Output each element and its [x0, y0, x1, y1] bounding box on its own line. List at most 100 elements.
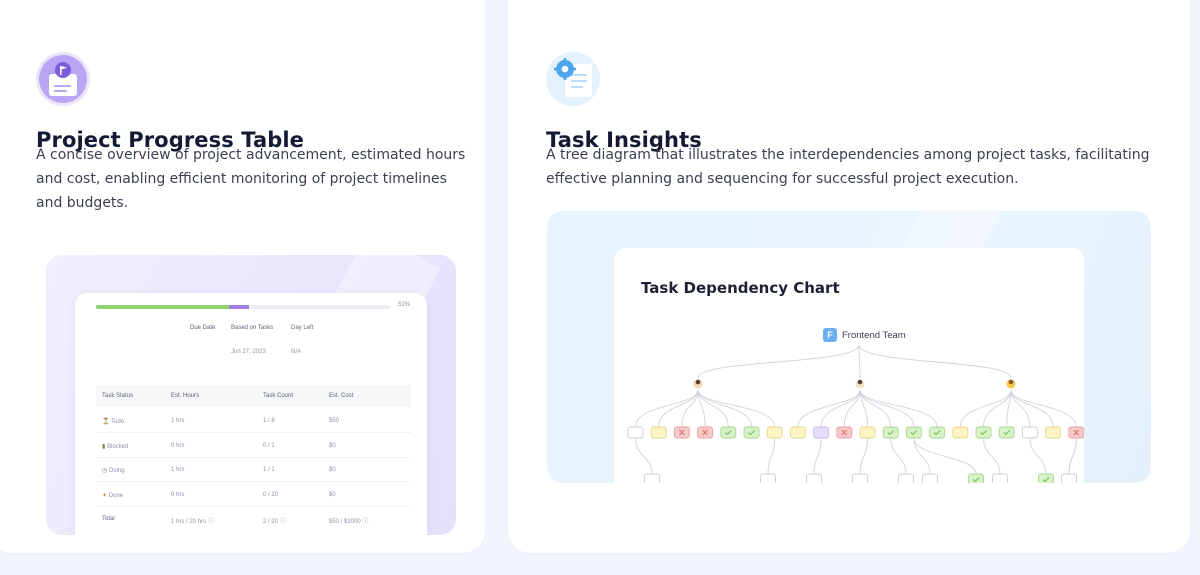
task-status: Done	[108, 493, 124, 499]
team-badge: F	[823, 328, 837, 342]
feature-description: A concise overview of project advancemen…	[36, 143, 465, 215]
est-cost: $0	[329, 492, 336, 498]
tree-edge	[697, 389, 776, 428]
subtask-node	[1038, 473, 1054, 483]
description-line: and budgets.	[36, 195, 129, 211]
tree-edge	[1010, 389, 1077, 428]
project-progress-preview: 52% Due Date Based on Tasks Day Left Jun…	[46, 255, 456, 535]
subtask-node	[852, 473, 868, 483]
check-icon	[972, 477, 980, 483]
hourglass-icon: ⏳	[102, 419, 110, 425]
est-cost: $50	[329, 418, 340, 424]
tree-edge	[1068, 437, 1077, 475]
flag-document-icon	[36, 52, 90, 106]
subtask-node	[806, 473, 822, 483]
task-node	[905, 426, 922, 439]
check-icon	[887, 430, 895, 436]
task-node	[789, 426, 806, 439]
feature-title: Project Progress Table	[36, 128, 304, 152]
gear-document-icon	[546, 52, 600, 106]
total-label: Total	[102, 516, 115, 522]
column-header: Est. Cost	[329, 393, 354, 399]
blocked-x-icon	[841, 429, 848, 436]
description-line: and cost, enabling efficient monitoring …	[36, 171, 447, 187]
team-node: F Frontend Team	[823, 327, 906, 343]
task-node	[743, 426, 760, 439]
est-hours: 1 hrs	[171, 418, 185, 424]
tree-edge	[697, 344, 860, 379]
avatar-hair-icon	[1008, 379, 1014, 385]
total-count: 2 / 20 ⓘ	[263, 519, 286, 525]
task-node	[627, 426, 644, 439]
subtask-node	[898, 473, 914, 483]
task-node	[1021, 426, 1038, 439]
tree-edge	[859, 437, 868, 475]
info-icon: ⓘ	[279, 519, 286, 525]
subtask-node	[968, 473, 984, 483]
task-count: 0 / 10	[263, 492, 279, 498]
blocked-x-icon	[1073, 429, 1080, 436]
description-line: A concise overview of project advancemen…	[36, 147, 466, 163]
subtask-node	[644, 473, 660, 483]
column-header: Est. Hours	[171, 393, 200, 399]
avatar-hair-icon	[857, 379, 863, 385]
task-status: Doing	[108, 468, 125, 474]
check-icon	[1003, 430, 1011, 436]
tree-edge	[843, 389, 861, 428]
summary-header: Due Date	[190, 325, 216, 331]
column-header: Task Count	[263, 393, 294, 399]
blocked-icon: ▮	[102, 444, 106, 450]
blocked-x-icon	[679, 429, 685, 436]
task-node	[975, 426, 992, 439]
dependency-chart-panel: Task Dependency Chart F Frontend Team	[614, 248, 1084, 483]
task-node	[929, 426, 946, 439]
summary-header: Based on Tasks	[231, 325, 274, 331]
check-icon	[910, 430, 918, 436]
est-hours: 0 hrs	[171, 443, 185, 449]
tree-edge	[859, 389, 938, 428]
subtask-node	[992, 473, 1008, 483]
progress-percent: 52%	[398, 302, 411, 308]
task-node	[859, 426, 876, 439]
description-line: A tree diagram that illustrates the inte…	[546, 147, 1150, 163]
tree-edge	[797, 389, 861, 428]
info-icon: ⓘ	[362, 519, 369, 525]
tree-edge	[820, 389, 861, 428]
subtask-node	[1061, 473, 1077, 483]
progress-table-panel: 52% Due Date Based on Tasks Day Left Jun…	[75, 293, 427, 535]
check-icon	[724, 430, 732, 436]
due-date-value: Jun 27, 2023	[231, 349, 266, 355]
task-node	[813, 426, 830, 439]
day-left-value: N/A	[291, 349, 302, 355]
tree-edge	[635, 437, 653, 475]
est-hours: 0 hrs	[171, 492, 185, 498]
est-hours: 1 hrs	[171, 467, 185, 473]
table-row: ✦ Done	[102, 492, 123, 499]
tree-edge	[913, 437, 931, 475]
party-icon: ✦	[102, 493, 108, 499]
subtask-node	[760, 473, 776, 483]
task-node	[720, 426, 737, 439]
table-row: ▮ Blocked	[102, 443, 128, 450]
table-row: ⏳ Todo	[102, 418, 124, 425]
task-dependency-preview: Task Dependency Chart F Frontend Team	[547, 211, 1151, 483]
total-hours: 1 hrs / 20 hrs ⓘ	[171, 519, 214, 525]
tree-edge	[959, 389, 1012, 428]
dependency-tree	[627, 344, 1084, 483]
tree-edge	[1029, 437, 1047, 475]
task-count: 1 / 1	[263, 467, 275, 473]
tree-edge	[858, 344, 861, 379]
tree-edge	[983, 389, 1012, 428]
progress-bar	[96, 305, 390, 309]
summary-header: Day Left	[291, 325, 314, 331]
task-node	[1045, 426, 1062, 439]
tree-edge	[813, 437, 822, 475]
tree-edge	[697, 389, 752, 428]
tree-edge	[859, 389, 915, 428]
task-node	[766, 426, 783, 439]
task-status: Blocked	[106, 444, 129, 450]
team-name: Frontend Team	[842, 329, 906, 341]
tree-edge	[983, 437, 1001, 475]
check-icon	[933, 430, 941, 436]
tree-edge	[681, 389, 699, 428]
